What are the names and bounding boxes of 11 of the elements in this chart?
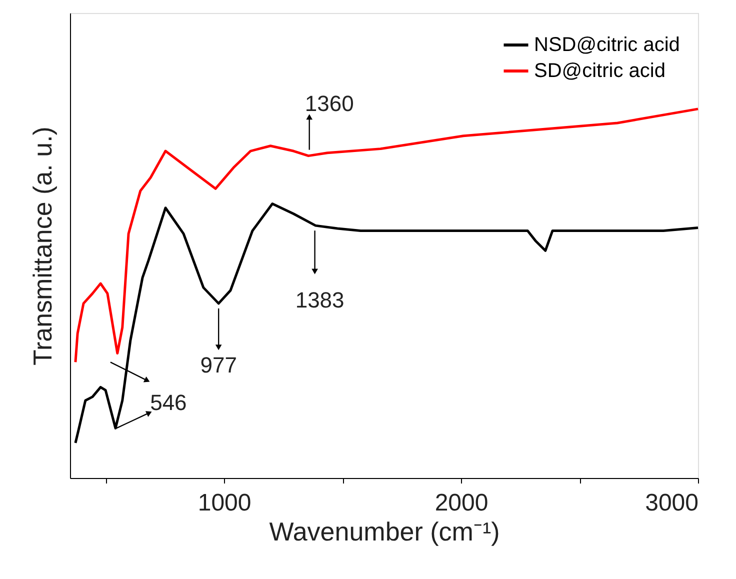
x-axis-title: Wavenumber (cm⁻¹): [269, 516, 500, 546]
x-tick-label: 2000: [434, 490, 488, 516]
annotation: 546: [150, 390, 187, 416]
annotation: 1360: [304, 90, 354, 116]
y-axis-title: Transmittance (a. u.): [28, 126, 58, 366]
legend-label: NSD@citric acid: [534, 34, 680, 56]
annotation: 1383: [295, 288, 344, 313]
x-tick-label: 3000: [645, 490, 698, 516]
annotation: 977: [200, 352, 237, 378]
x-tick-label: 1000: [198, 490, 252, 516]
legend-label: SD@citric acid: [534, 60, 666, 82]
